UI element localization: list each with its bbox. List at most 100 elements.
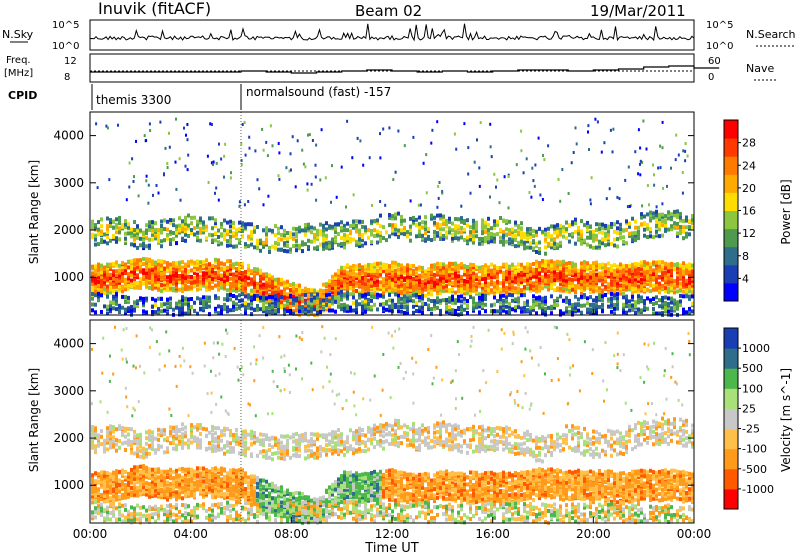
echo-cell xyxy=(631,234,634,239)
echo-cell xyxy=(248,146,251,150)
echo-cell xyxy=(325,293,328,298)
echo-cell xyxy=(658,274,661,279)
echo-cell xyxy=(499,287,502,292)
echo-cell xyxy=(595,233,598,238)
echo-cell xyxy=(421,283,424,288)
echo-cell xyxy=(163,270,166,275)
echo-cell xyxy=(667,305,670,310)
echo-cell xyxy=(472,296,475,301)
echo-cell xyxy=(196,311,199,316)
echo-cell xyxy=(397,300,400,305)
echo-cell xyxy=(370,219,373,224)
echo-cell xyxy=(523,240,526,245)
echo-cell xyxy=(196,278,199,283)
echo-cell xyxy=(634,150,637,154)
echo-cell xyxy=(634,233,637,238)
echo-cell xyxy=(601,222,604,227)
echo-cell xyxy=(460,235,463,240)
echo-cell xyxy=(400,274,403,279)
echo-cell xyxy=(460,216,463,221)
echo-cell xyxy=(442,298,445,303)
echo-cell xyxy=(178,157,181,161)
echo-cell xyxy=(376,292,379,297)
echo-cell xyxy=(169,492,172,497)
echo-cell xyxy=(538,264,541,269)
echo-cell xyxy=(418,215,421,220)
echo-cell xyxy=(292,311,295,316)
echo-cell xyxy=(403,269,406,274)
echo-cell xyxy=(100,279,103,284)
echo-cell xyxy=(259,298,262,303)
echo-cell xyxy=(325,233,328,238)
echo-cell xyxy=(433,302,436,306)
echo-cell xyxy=(325,227,328,232)
echo-cell xyxy=(523,234,526,239)
echo-cell xyxy=(583,279,586,284)
echo-cell xyxy=(271,305,274,310)
echo-cell xyxy=(535,241,538,246)
echo-cell xyxy=(643,306,646,311)
echo-cell xyxy=(379,261,382,266)
echo-cell xyxy=(358,219,361,224)
echo-cell xyxy=(562,234,565,239)
echo-cell xyxy=(349,305,352,310)
echo-cell xyxy=(127,471,130,476)
echo-cell xyxy=(334,275,337,280)
echo-cell xyxy=(319,178,322,182)
echo-cell xyxy=(382,225,385,230)
echo-cell xyxy=(388,275,391,280)
echo-cell xyxy=(649,298,652,303)
echo-cell xyxy=(544,274,547,279)
echo-cell xyxy=(325,221,328,226)
echo-cell xyxy=(460,265,463,270)
echo-cell xyxy=(385,230,388,235)
echo-cell xyxy=(385,287,388,291)
echo-cell xyxy=(539,193,542,197)
nave-label: Nave xyxy=(746,62,774,75)
echo-cell xyxy=(610,291,613,296)
echo-cell xyxy=(154,233,157,238)
echo-cell xyxy=(148,272,151,277)
echo-cell xyxy=(172,218,175,223)
echo-cell xyxy=(94,479,97,484)
echo-cell xyxy=(356,136,359,140)
echo-cell xyxy=(163,173,165,177)
echo-cell xyxy=(451,294,454,299)
echo-cell xyxy=(454,273,457,278)
echo-cell xyxy=(679,288,682,293)
echo-cell xyxy=(667,311,670,316)
echo-cell xyxy=(91,219,94,224)
echo-cell xyxy=(481,277,484,281)
echo-cell xyxy=(142,237,145,242)
echo-cell xyxy=(400,214,403,219)
echo-cell xyxy=(601,262,604,267)
echo-cell xyxy=(184,494,187,499)
echo-cell xyxy=(289,298,292,302)
echo-cell xyxy=(664,273,667,278)
echo-cell xyxy=(169,467,172,472)
echo-cell xyxy=(100,476,103,481)
echo-cell xyxy=(634,238,637,243)
echo-cell xyxy=(143,134,146,138)
echo-cell xyxy=(436,284,439,289)
echo-cell xyxy=(448,278,451,283)
echo-cell xyxy=(478,236,481,241)
echo-cell xyxy=(91,281,94,286)
echo-cell xyxy=(343,283,346,288)
echo-cell xyxy=(535,271,538,276)
echo-cell xyxy=(172,223,175,228)
echo-cell xyxy=(439,308,442,313)
echo-cell xyxy=(259,277,262,282)
echo-cell xyxy=(154,473,157,478)
echo-cell xyxy=(664,228,667,233)
echo-cell xyxy=(418,289,421,294)
echo-cell xyxy=(544,262,547,267)
echo-cell xyxy=(256,286,259,291)
echo-cell xyxy=(199,268,202,273)
echo-cell xyxy=(649,270,652,275)
echo-cell xyxy=(370,265,373,270)
echo-cell xyxy=(373,271,376,276)
echo-cell xyxy=(589,275,592,280)
echo-cell xyxy=(463,282,466,287)
echo-cell xyxy=(535,301,538,306)
